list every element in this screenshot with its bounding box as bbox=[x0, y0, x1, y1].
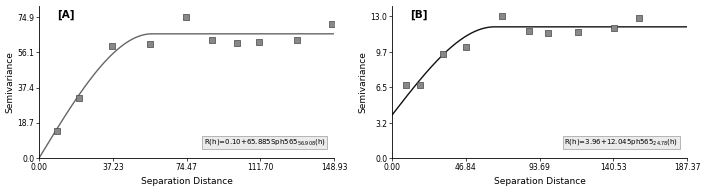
Point bbox=[401, 84, 412, 87]
Point bbox=[145, 42, 156, 45]
Point bbox=[460, 45, 472, 48]
Point bbox=[415, 84, 426, 87]
Text: R(h)=0.10+65.885Sph565$_{56.908}$(h): R(h)=0.10+65.885Sph565$_{56.908}$(h) bbox=[203, 137, 325, 147]
Point bbox=[437, 52, 448, 55]
Point bbox=[497, 15, 508, 18]
Point bbox=[542, 31, 554, 34]
Point bbox=[253, 41, 265, 44]
Text: [B]: [B] bbox=[410, 10, 427, 20]
Text: R(h)=3.96+12.045ph565$_{24.78}$(h): R(h)=3.96+12.045ph565$_{24.78}$(h) bbox=[564, 137, 678, 147]
Point bbox=[327, 23, 338, 26]
Point bbox=[523, 29, 534, 32]
Y-axis label: Semivariance: Semivariance bbox=[359, 51, 368, 113]
Point bbox=[206, 39, 217, 42]
Point bbox=[107, 45, 118, 48]
Point bbox=[609, 27, 620, 30]
Point bbox=[73, 96, 85, 99]
Point bbox=[232, 42, 243, 45]
X-axis label: Separation Distance: Separation Distance bbox=[493, 177, 585, 186]
Point bbox=[634, 16, 645, 19]
Text: [A]: [A] bbox=[57, 10, 74, 20]
Y-axis label: Semivariance: Semivariance bbox=[6, 51, 15, 113]
Point bbox=[52, 129, 63, 132]
X-axis label: Separation Distance: Separation Distance bbox=[140, 177, 233, 186]
Point bbox=[573, 30, 584, 33]
Point bbox=[180, 16, 191, 19]
Point bbox=[291, 39, 302, 42]
